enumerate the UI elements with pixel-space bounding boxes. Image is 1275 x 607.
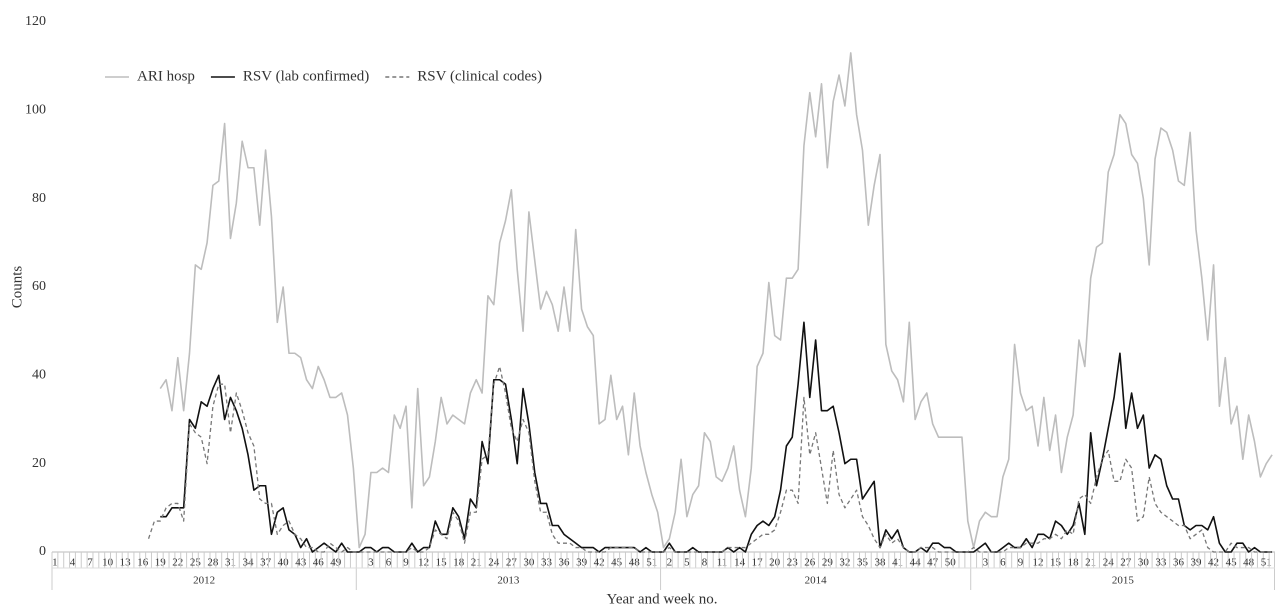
x-tick-label: 6 xyxy=(386,557,392,569)
legend-label: RSV (lab confirmed) xyxy=(243,68,369,84)
y-tick-label: 60 xyxy=(32,279,46,294)
x-tick-label: 27 xyxy=(506,557,518,569)
y-tick-label: 40 xyxy=(32,368,46,383)
x-tick-label: 18 xyxy=(1068,557,1080,569)
x-tick-label: 24 xyxy=(1103,557,1115,569)
x-tick-label: 42 xyxy=(1208,557,1219,569)
x-tick-label: 6 xyxy=(1000,557,1006,569)
x-tick-label: 5 xyxy=(684,557,690,569)
x-tick-label: 33 xyxy=(1155,557,1167,569)
x-tick-label: 1 xyxy=(52,557,58,569)
x-tick-label: 9 xyxy=(1018,557,1024,569)
group-label: 2013 xyxy=(497,575,520,587)
x-tick-label: 22 xyxy=(172,557,183,569)
group-label: 2015 xyxy=(1112,575,1135,587)
x-tick-label: 35 xyxy=(857,557,869,569)
x-axis-label: Year and week no. xyxy=(607,591,718,607)
x-tick-label: 49 xyxy=(330,557,342,569)
x-tick-label: 14 xyxy=(734,557,746,569)
x-tick-label: 21 xyxy=(471,557,482,569)
x-tick-label: 33 xyxy=(541,557,553,569)
x-tick-label: 30 xyxy=(523,557,535,569)
x-tick-label: 51 xyxy=(646,557,657,569)
y-axis-label: Counts xyxy=(9,266,25,309)
x-tick-label: 44 xyxy=(910,557,922,569)
x-tick-label: 3 xyxy=(368,557,374,569)
x-tick-label: 18 xyxy=(453,557,465,569)
x-tick-label: 16 xyxy=(137,557,149,569)
x-tick-label: 26 xyxy=(804,557,816,569)
y-tick-label: 0 xyxy=(39,544,46,559)
x-tick-label: 29 xyxy=(822,557,834,569)
x-tick-label: 17 xyxy=(752,557,764,569)
x-tick-label: 24 xyxy=(488,557,500,569)
y-tick-label: 20 xyxy=(32,456,46,471)
group-label: 2014 xyxy=(805,575,828,587)
x-tick-label: 32 xyxy=(839,557,850,569)
x-tick-label: 39 xyxy=(1191,557,1203,569)
x-tick-label: 19 xyxy=(155,557,167,569)
x-tick-label: 15 xyxy=(1050,557,1062,569)
x-tick-label: 43 xyxy=(295,557,307,569)
x-tick-label: 31 xyxy=(225,557,236,569)
x-tick-label: 15 xyxy=(436,557,448,569)
x-tick-label: 27 xyxy=(1120,557,1132,569)
x-tick-label: 51 xyxy=(1261,557,1272,569)
x-tick-label: 45 xyxy=(611,557,623,569)
y-tick-label: 100 xyxy=(25,103,46,118)
x-tick-label: 47 xyxy=(927,557,939,569)
x-tick-label: 4 xyxy=(70,557,76,569)
series-line xyxy=(160,321,1273,553)
x-tick-label: 21 xyxy=(1085,557,1096,569)
y-tick-label: 120 xyxy=(25,14,46,29)
x-tick-label: 45 xyxy=(1226,557,1238,569)
x-tick-label: 23 xyxy=(787,557,799,569)
x-tick-label: 7 xyxy=(87,557,93,569)
x-tick-label: 8 xyxy=(702,557,708,569)
x-tick-label: 30 xyxy=(1138,557,1150,569)
x-tick-label: 34 xyxy=(243,557,255,569)
x-tick-label: 10 xyxy=(102,557,114,569)
x-tick-label: 20 xyxy=(769,557,781,569)
x-tick-label: 39 xyxy=(576,557,588,569)
legend-label: ARI hosp xyxy=(137,68,195,84)
x-tick-label: 46 xyxy=(313,557,325,569)
x-tick-label: 50 xyxy=(945,557,957,569)
x-tick-label: 9 xyxy=(403,557,409,569)
x-tick-label: 3 xyxy=(983,557,989,569)
y-tick-label: 80 xyxy=(32,191,46,206)
x-tick-label: 37 xyxy=(260,557,272,569)
x-tick-label: 28 xyxy=(207,557,219,569)
x-tick-label: 2 xyxy=(667,557,673,569)
x-tick-label: 25 xyxy=(190,557,202,569)
legend-label: RSV (clinical codes) xyxy=(417,68,542,84)
x-tick-label: 41 xyxy=(892,557,903,569)
x-tick-label: 48 xyxy=(629,557,641,569)
x-tick-label: 40 xyxy=(278,557,290,569)
x-tick-label: 42 xyxy=(594,557,605,569)
x-tick-label: 36 xyxy=(1173,557,1185,569)
x-tick-label: 12 xyxy=(1033,557,1044,569)
series-line xyxy=(147,365,1273,553)
x-tick-label: 48 xyxy=(1243,557,1255,569)
x-tick-label: 38 xyxy=(875,557,887,569)
x-tick-label: 36 xyxy=(559,557,571,569)
group-label: 2012 xyxy=(193,575,215,587)
x-tick-label: 13 xyxy=(120,557,132,569)
series-line xyxy=(159,52,1273,549)
x-tick-label: 12 xyxy=(418,557,429,569)
x-tick-label: 11 xyxy=(717,557,728,569)
